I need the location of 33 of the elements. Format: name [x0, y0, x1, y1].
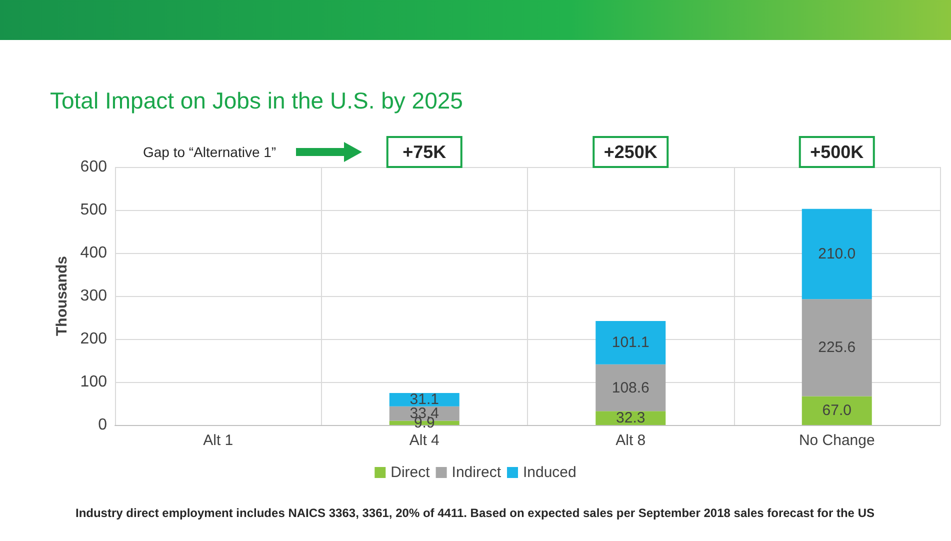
y-tick-label: 400 — [80, 244, 108, 262]
y-axis-title: Thousands — [53, 256, 70, 336]
x-tick-label: Alt 4 — [409, 432, 440, 449]
y-tick-label: 600 — [80, 158, 108, 176]
bar — [596, 320, 666, 364]
data-label: 32.3 — [616, 410, 646, 427]
text: Industry direct employment includes NAICS 3363, 3361, 20% of 4411. Based on expected sales per September 2018 sales forecast for the US — [75, 506, 875, 520]
legend-label: Direct — [390, 464, 431, 481]
x-tick-label: Alt 1 — [203, 432, 234, 449]
x-tick-label: No Change — [798, 432, 875, 449]
bar — [802, 208, 872, 300]
y-tick-label: 0 — [98, 416, 108, 434]
chart-title: Total Impact on Jobs in the U.S. by 2025 — [50, 88, 463, 114]
bar — [596, 364, 666, 412]
bar — [802, 396, 872, 425]
y-tick-label: 500 — [80, 202, 108, 218]
data-label: 108.6 — [612, 379, 650, 396]
y-tick-label: 300 — [80, 288, 108, 304]
data-label: 101.1 — [612, 334, 650, 352]
x-tick-label: Alt 8 — [616, 432, 646, 449]
text: Gap to “Alternative 1” — [143, 144, 276, 160]
text: +500K — [810, 142, 864, 162]
text: +250K — [604, 142, 658, 162]
data-label: 31.1 — [410, 391, 439, 408]
y-tick-label: 100 — [80, 374, 108, 390]
text: +75K — [402, 142, 446, 162]
data-label: 67.0 — [822, 402, 852, 420]
data-label: 210.0 — [818, 246, 856, 263]
legend-label: Induced — [522, 464, 576, 481]
bar — [802, 299, 872, 396]
y-tick-label: 200 — [80, 330, 108, 348]
legend-label: Indirect — [452, 464, 502, 481]
data-label: 225.6 — [818, 339, 856, 356]
